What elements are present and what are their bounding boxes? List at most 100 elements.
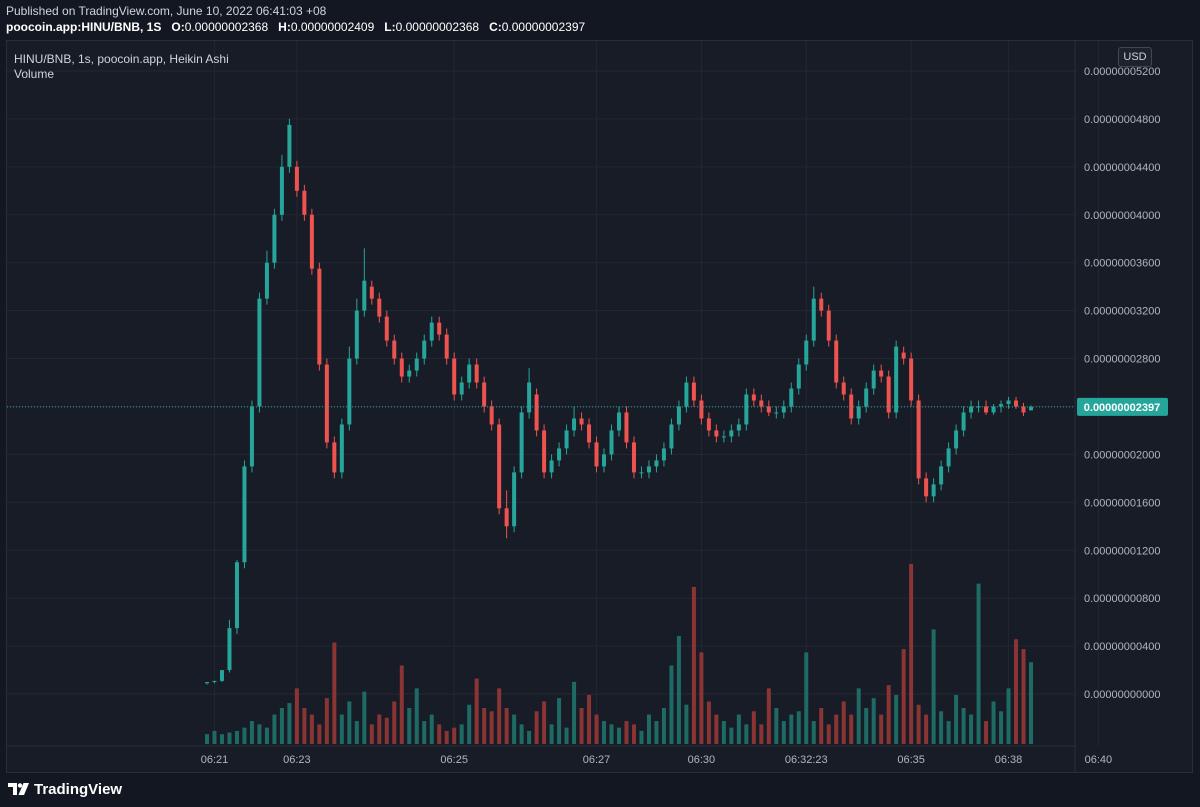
candle-body	[384, 316, 389, 341]
candle-body	[242, 466, 247, 563]
volume-bar	[819, 708, 824, 744]
volume-bar	[549, 724, 554, 744]
volume-bar	[482, 708, 487, 744]
candle-body	[414, 358, 419, 371]
time-tick-label: 06:23	[283, 754, 311, 766]
candle-body	[789, 388, 794, 407]
volume-bar	[407, 708, 412, 744]
candle-body	[444, 334, 449, 359]
volume-bar	[631, 724, 636, 744]
volume-bar	[512, 714, 517, 744]
volume-bar	[302, 708, 307, 744]
high-value: 0.00000002409	[290, 20, 375, 34]
candle-body	[699, 400, 704, 419]
candle-body	[617, 412, 621, 431]
time-tick-label: 06:40	[1085, 754, 1113, 766]
volume-bar	[227, 732, 232, 744]
volume-bar	[1014, 639, 1019, 744]
candle-body	[879, 370, 884, 377]
candle-body	[744, 394, 749, 425]
volume-bar	[422, 721, 427, 744]
candle-body	[377, 298, 382, 317]
volume-bar	[781, 721, 786, 744]
candle-body	[856, 406, 861, 419]
volume-bar	[249, 721, 254, 744]
volume-bar	[489, 711, 494, 744]
candle-body	[804, 340, 809, 365]
candle-body	[234, 562, 239, 629]
candle-body	[886, 376, 891, 413]
volume-bar	[916, 704, 921, 744]
volume-bars	[205, 564, 1033, 744]
candle-body	[931, 484, 936, 497]
open-label: O:	[171, 20, 185, 34]
candle-body	[1006, 400, 1011, 405]
last-price-tag: 0.00000002397	[1077, 397, 1168, 416]
publish-header: Published on TradingView.com, June 10, 2…	[0, 0, 1200, 42]
candle-body	[736, 424, 741, 431]
candle-body	[729, 430, 734, 437]
volume-bar	[714, 714, 719, 744]
volume-bar	[1021, 649, 1026, 744]
candle-body	[864, 388, 869, 407]
volume-bar	[691, 586, 696, 744]
volume-bar	[954, 694, 959, 744]
candle-body	[324, 364, 329, 443]
candle-body	[362, 280, 367, 311]
volume-bar	[527, 730, 532, 744]
candle-body	[452, 358, 457, 395]
candle-body	[631, 442, 636, 473]
volume-bar	[429, 714, 434, 744]
candle-body	[317, 268, 322, 365]
chart-frame[interactable]: 0.00000000000 0.00000000400 0.00000000800 0…	[6, 40, 1193, 773]
volume-bar	[939, 711, 944, 744]
volume-bar	[999, 711, 1004, 744]
volume-bar	[519, 724, 524, 744]
volume-bar	[864, 708, 869, 744]
volume-bar	[759, 724, 764, 744]
currency-button[interactable]: USD	[1118, 47, 1152, 67]
price-tick-label: 0.00000004800	[1084, 114, 1160, 126]
time-tick-label: 06:27	[583, 754, 611, 766]
volume-bar	[789, 714, 794, 744]
candle-body	[961, 412, 966, 431]
volume-bar	[1006, 688, 1011, 744]
last-price-tag-label: 0.00000002397	[1084, 402, 1160, 414]
volume-bar	[1029, 662, 1033, 744]
candle-body	[894, 346, 899, 413]
volume-bar	[257, 724, 262, 744]
candle-body	[429, 322, 434, 341]
price-chart[interactable]: 0.00000000000 0.00000000400 0.00000000800 0…	[7, 41, 1192, 772]
candle-body	[249, 406, 254, 467]
candle-body	[474, 364, 479, 383]
volume-bar	[579, 708, 584, 744]
candle-body	[594, 442, 599, 467]
volume-bar	[811, 721, 816, 744]
candle-body	[437, 322, 442, 335]
candle-body	[579, 418, 584, 425]
candle-body	[676, 406, 681, 425]
volume-bar	[826, 724, 831, 744]
candle-body	[205, 682, 209, 684]
volume-bar	[766, 688, 771, 744]
volume-bar	[474, 678, 479, 744]
volume-bar	[205, 734, 209, 744]
candle-body	[459, 382, 464, 395]
candle-body	[347, 358, 352, 425]
candle-body	[482, 382, 487, 407]
close-value: 0.00000002397	[501, 20, 586, 34]
volume-bar	[961, 708, 966, 744]
candle-body	[819, 298, 824, 311]
price-tick-label: 0.00000001200	[1084, 545, 1160, 557]
volume-bar	[654, 721, 659, 744]
close-label: C:	[489, 20, 502, 34]
candle-body	[264, 262, 269, 299]
volume-bar	[294, 688, 299, 744]
volume-bar	[796, 711, 801, 744]
series-title: HINU/BNB, 1s, poocoin.app, Heikin Ashi	[14, 52, 229, 66]
footer: TradingView	[0, 775, 1200, 807]
candle-body	[212, 680, 217, 683]
price-axis: 0.00000000000 0.00000000400 0.00000000800 0…	[1084, 66, 1160, 701]
volume-bar	[384, 717, 389, 744]
candle-body	[954, 430, 959, 449]
